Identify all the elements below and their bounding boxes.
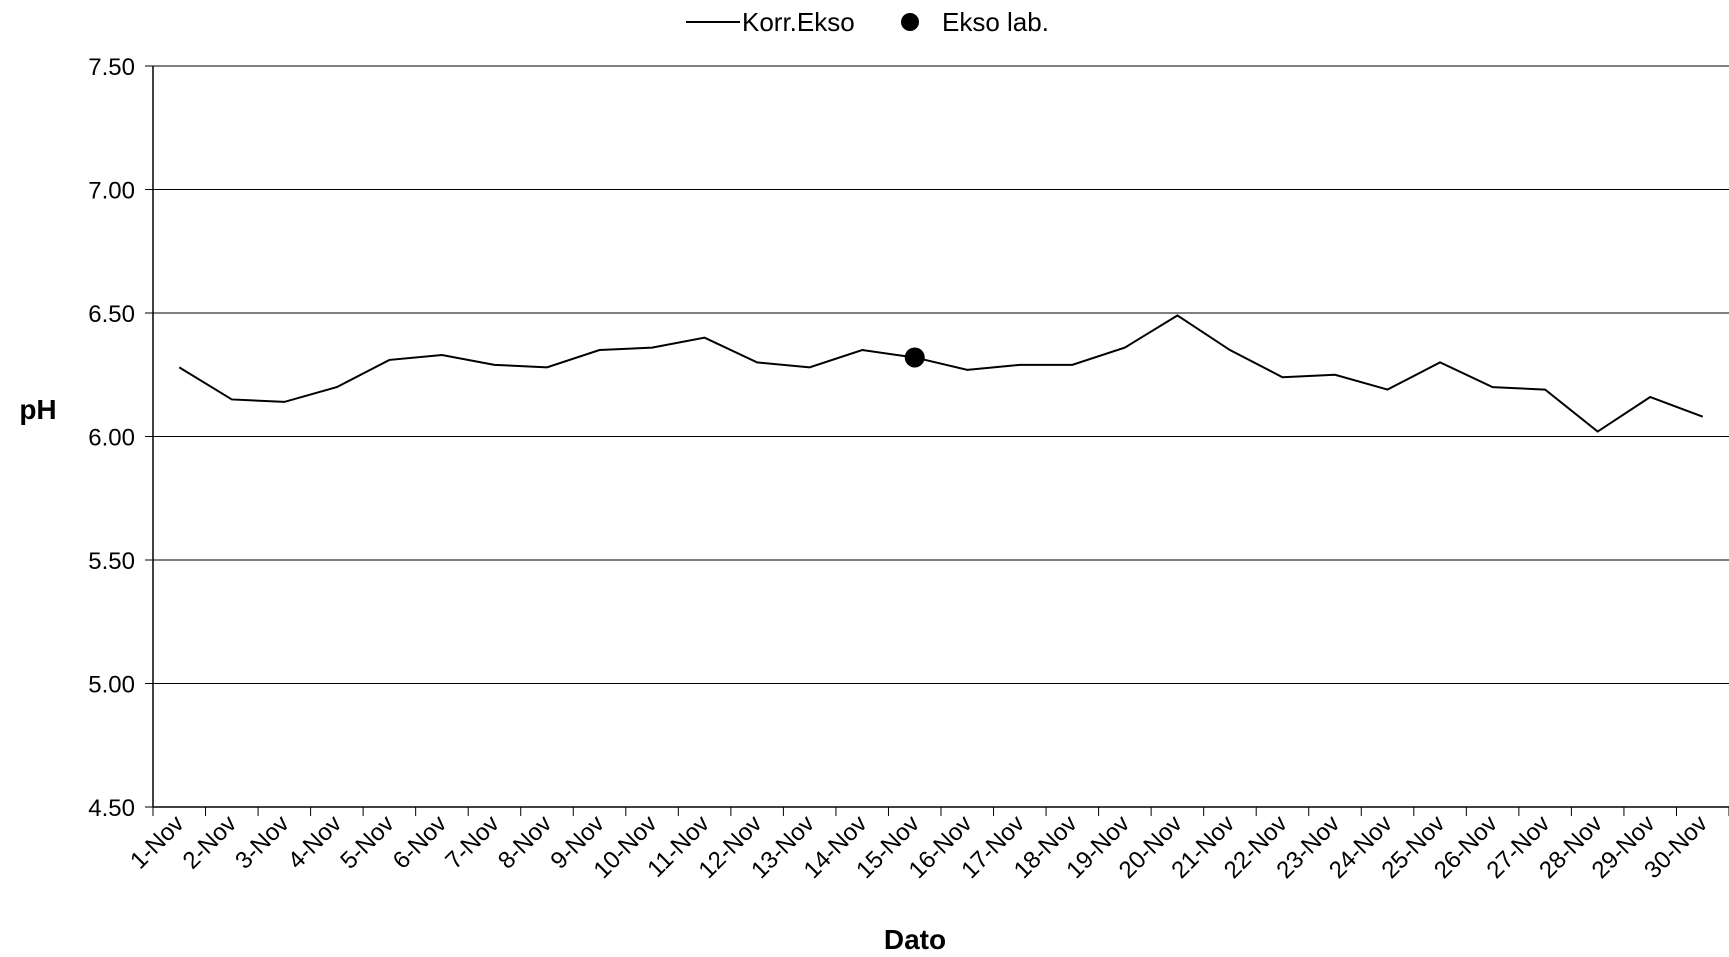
y-tick-label: 5.50 [88, 548, 135, 575]
data-point-korr-ekso [386, 357, 392, 363]
marker-ekso-lab [904, 347, 925, 368]
legend-label-ekso-lab: Ekso lab. [942, 7, 1049, 37]
legend-marker-swatch [901, 13, 919, 31]
x-tick-label: 5-Nov [335, 810, 399, 874]
data-point-korr-ekso [1227, 347, 1233, 353]
series-line-korr-ekso [178, 314, 1704, 433]
data-point-korr-ekso [439, 352, 445, 358]
x-tick-label: 8-Nov [493, 810, 557, 874]
data-point-korr-ekso [754, 359, 760, 365]
y-tick-label: 4.50 [88, 795, 135, 822]
data-point-korr-ekso [649, 345, 655, 351]
y-tick-label: 6.00 [88, 425, 135, 452]
y-tick-labels: 4.50 5.00 5.50 6.00 6.50 7.00 7.50 [88, 54, 135, 822]
gridlines [153, 65, 1729, 684]
data-point-korr-ekso [1542, 387, 1548, 393]
data-point-korr-ekso [964, 367, 970, 373]
data-point-korr-ekso [597, 347, 603, 353]
data-point-korr-ekso [1069, 362, 1075, 368]
data-point-korr-ekso [1647, 394, 1653, 400]
data-point-korr-ekso [491, 362, 497, 368]
data-point-korr-ekso [334, 384, 340, 390]
y-tick-label: 7.00 [88, 178, 135, 205]
data-point-korr-ekso [859, 347, 865, 353]
data-point-korr-ekso [1017, 362, 1023, 368]
data-point-korr-ekso [544, 364, 550, 370]
legend-label-korr-ekso: Korr.Ekso [742, 7, 855, 37]
data-point-korr-ekso [807, 364, 813, 370]
data-point-korr-ekso [1332, 372, 1338, 378]
data-point-korr-ekso [1490, 384, 1496, 390]
y-axis-title: pH [19, 394, 56, 425]
x-tick-label: 4-Nov [283, 810, 347, 874]
y-tick-label: 5.00 [88, 672, 135, 699]
data-point-korr-ekso [281, 399, 287, 405]
data-point-korr-ekso [1595, 429, 1601, 435]
data-point-korr-ekso [1122, 345, 1128, 351]
y-tick-label: 7.50 [88, 54, 135, 81]
x-tick-label: 7-Nov [440, 810, 504, 874]
data-point-korr-ekso [176, 364, 182, 370]
data-point-korr-ekso [1174, 312, 1180, 318]
data-point-korr-ekso [702, 335, 708, 341]
data-point-korr-ekso [1437, 359, 1443, 365]
axes [145, 65, 1729, 816]
legend: Korr.Ekso Ekso lab. [686, 7, 1049, 37]
data-point-korr-ekso [229, 396, 235, 402]
data-point-korr-ekso [1279, 374, 1285, 380]
y-tick-label: 6.50 [88, 301, 135, 328]
data-point-korr-ekso [1385, 387, 1391, 393]
data-point-korr-ekso [1700, 414, 1706, 420]
x-tick-label: 3-Nov [230, 810, 294, 874]
series-layer [176, 312, 1706, 435]
x-tick-label: 6-Nov [388, 810, 452, 874]
x-tick-labels: 1-Nov2-Nov3-Nov4-Nov5-Nov6-Nov7-Nov8-Nov… [125, 810, 1713, 884]
x-tick-label: 2-Nov [178, 810, 242, 874]
x-axis-title: Dato [884, 924, 946, 955]
